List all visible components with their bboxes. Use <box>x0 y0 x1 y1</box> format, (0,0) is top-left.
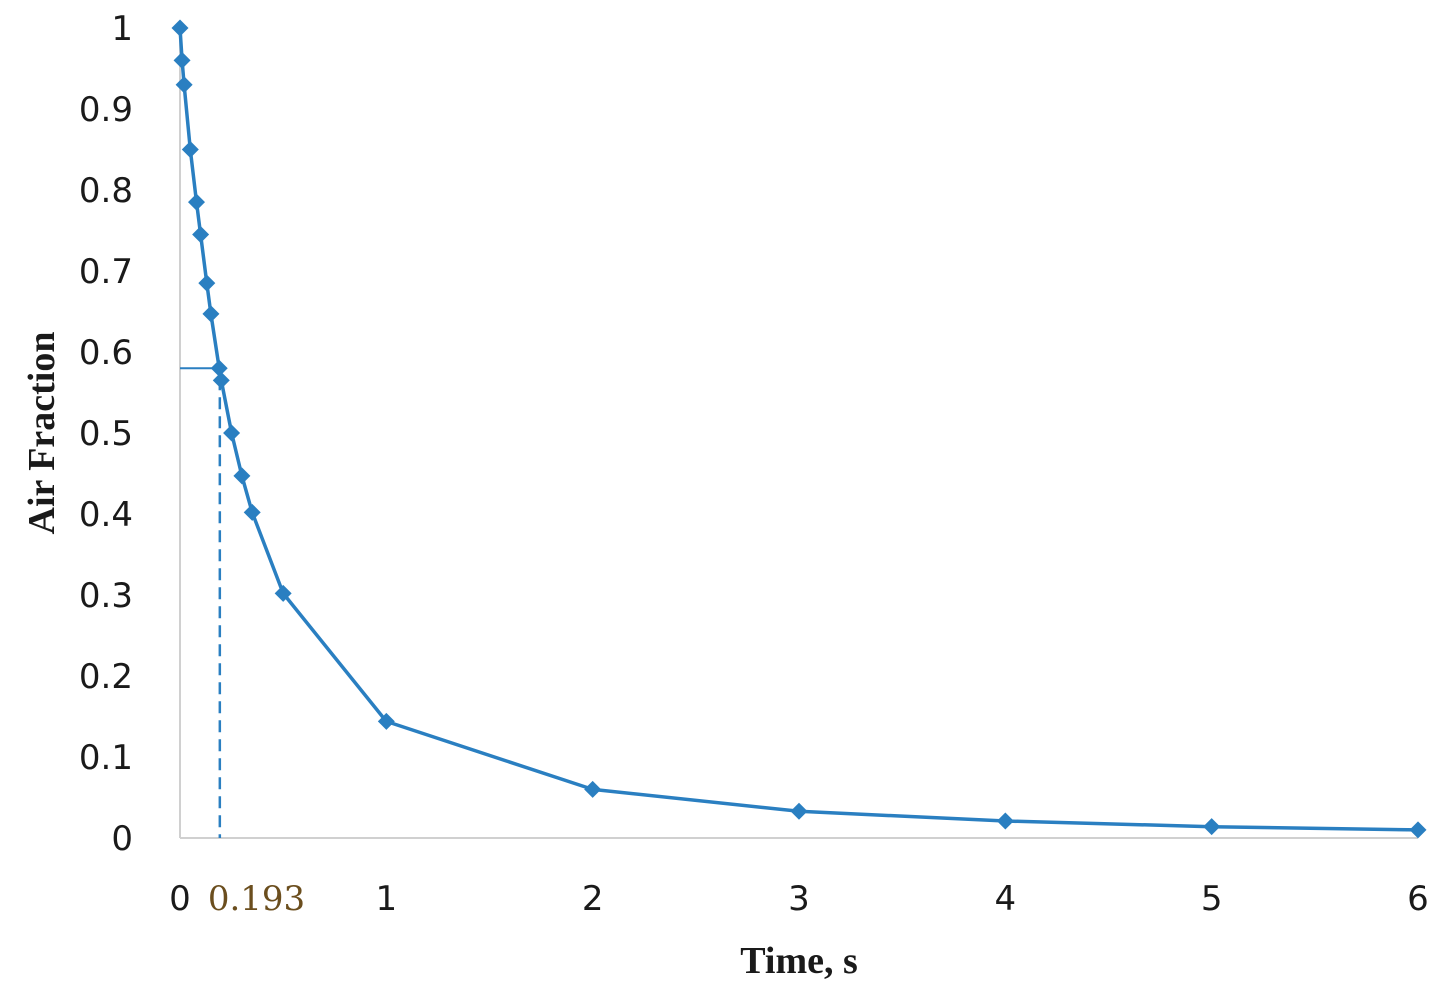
y-tick-label: 0.5 <box>79 414 133 454</box>
data-point-marker <box>210 359 228 377</box>
y-tick-label: 0.4 <box>79 495 133 535</box>
data-point-marker <box>274 584 292 602</box>
y-tick-label: 1 <box>111 9 133 49</box>
axes <box>179 28 1418 839</box>
data-point-marker <box>223 424 241 442</box>
data-point-marker <box>181 141 199 158</box>
x-tick-label: 2 <box>582 879 604 919</box>
data-point-marker <box>175 76 193 94</box>
y-tick-label: 0.8 <box>79 171 133 211</box>
x-tick-label: 1 <box>376 879 398 919</box>
data-point-marker <box>790 802 808 820</box>
x-tick-labels: 0 1 2 3 4 5 6 <box>169 879 1429 919</box>
y-tick-label: 0 <box>111 819 133 859</box>
annotation-label: 0.193 <box>208 879 305 919</box>
x-tick-label: 3 <box>788 879 810 919</box>
y-axis-title: Air Fraction <box>21 332 63 535</box>
x-tick-label: 0 <box>169 879 191 919</box>
data-point-marker <box>202 305 220 323</box>
y-tick-label: 0.6 <box>79 333 133 373</box>
y-tick-label: 0.9 <box>79 90 133 130</box>
x-tick-label: 6 <box>1407 879 1429 919</box>
x-axis-title: Time, s <box>740 940 858 982</box>
annotation: 0.193 <box>180 367 305 919</box>
y-tick-label: 0.2 <box>79 657 133 697</box>
data-point-marker <box>996 812 1014 830</box>
data-point-marker <box>243 503 261 521</box>
data-point-marker <box>377 712 395 730</box>
data-point-marker <box>188 193 206 211</box>
x-tick-label: 5 <box>1201 879 1223 919</box>
x-tick-label: 4 <box>995 879 1017 919</box>
y-tick-labels: 0 0.1 0.2 0.3 0.4 0.5 0.6 0.7 0.8 0.9 1 <box>79 9 133 859</box>
data-point-marker <box>233 467 251 485</box>
series-group <box>171 19 1427 839</box>
y-tick-label: 0.3 <box>79 576 133 616</box>
data-point-marker <box>1409 821 1427 839</box>
series-line <box>178 27 1419 832</box>
data-point-marker <box>171 19 189 37</box>
data-point-marker <box>173 51 191 69</box>
data-point-marker <box>192 226 210 244</box>
y-tick-label: 0.1 <box>79 738 133 778</box>
data-point-marker <box>212 371 230 389</box>
y-tick-label: 0.7 <box>79 252 133 292</box>
data-point-marker <box>198 274 216 292</box>
data-point-marker <box>1203 818 1221 836</box>
data-point-marker <box>584 780 602 798</box>
